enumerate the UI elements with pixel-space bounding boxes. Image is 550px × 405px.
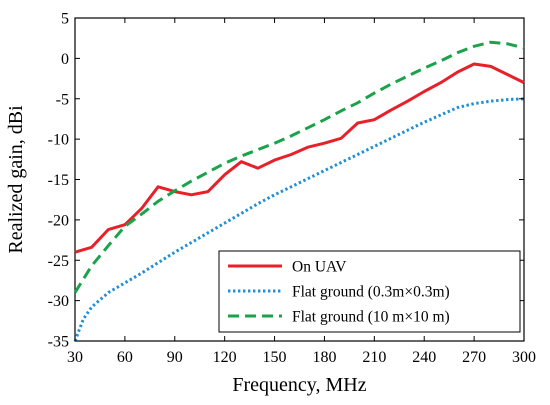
legend-items: On UAV Flat ground (0.3m×0.3m) Flat ground… bbox=[228, 259, 450, 326]
x-axis-label: Frequency, MHz bbox=[232, 374, 366, 396]
legend: On UAV Flat ground (0.3m×0.3m) Flat ground… bbox=[218, 250, 521, 333]
series-layer bbox=[73, 40, 525, 342]
y-axis: -35 -30 -25 -20 -15 -10 -5 0 5 bbox=[48, 11, 524, 351]
y-axis-label: Realized gain, dBi bbox=[5, 105, 27, 254]
x-tick-label: 150 bbox=[263, 349, 287, 366]
series-line-2 bbox=[73, 97, 525, 342]
y-tick-label: -10 bbox=[48, 132, 69, 149]
y-tick-label: -35 bbox=[48, 334, 69, 351]
plot-area: 30 60 90 120 150 180 210 240 270 300 -35 -30 -25 -20… bbox=[48, 11, 536, 367]
series-line-1 bbox=[74, 62, 525, 254]
y-tick-label: -20 bbox=[48, 212, 69, 229]
y-tick-label: -15 bbox=[48, 172, 69, 189]
x-tick-label: 300 bbox=[512, 349, 536, 366]
y-tick-label: 5 bbox=[61, 11, 69, 28]
x-tick-label: 180 bbox=[312, 349, 336, 366]
x-axis: 30 60 90 120 150 180 210 240 270 300 bbox=[67, 18, 536, 366]
x-tick-label: 210 bbox=[362, 349, 386, 366]
y-tick-label: -5 bbox=[56, 91, 69, 108]
series-line-3 bbox=[73, 40, 525, 294]
x-tick-label: 30 bbox=[67, 349, 83, 366]
legend-label-1: On UAV bbox=[292, 259, 347, 276]
x-tick-label: 270 bbox=[462, 349, 486, 366]
legend-label-3: Flat ground (10 m×10 m) bbox=[292, 309, 450, 326]
x-tick-label: 240 bbox=[412, 349, 436, 366]
x-tick-label: 120 bbox=[213, 349, 237, 366]
y-tick-label: -25 bbox=[48, 253, 69, 270]
legend-label-2: Flat ground (0.3m×0.3m) bbox=[292, 284, 450, 301]
x-tick-label: 90 bbox=[167, 349, 183, 366]
y-tick-label: 0 bbox=[61, 51, 69, 68]
x-tick-label: 60 bbox=[117, 349, 133, 366]
y-tick-label: -30 bbox=[48, 293, 69, 310]
